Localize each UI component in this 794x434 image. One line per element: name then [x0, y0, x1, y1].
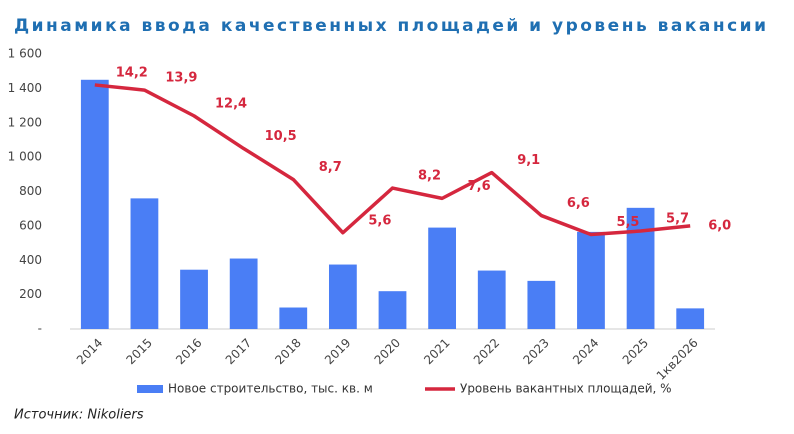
data-label: 13,9 — [165, 71, 197, 86]
bar — [328, 264, 357, 329]
bar — [527, 280, 556, 329]
data-label: 6,6 — [567, 196, 590, 211]
bar — [80, 79, 109, 329]
x-tick-label: 2016 — [173, 336, 204, 367]
y-tick-label: 1 000 — [8, 150, 42, 164]
data-label: 5,5 — [616, 215, 639, 230]
data-label: 9,1 — [517, 153, 540, 168]
data-label: 10,5 — [265, 129, 297, 144]
y-tick-label: 200 — [19, 287, 42, 301]
bar — [130, 198, 159, 329]
legend-label: Уровень вакантных площадей, % — [460, 382, 672, 396]
x-tick-label: 2021 — [421, 336, 452, 367]
line — [94, 83, 691, 237]
y-tick-label: 400 — [19, 253, 42, 267]
x-tick-label: 2014 — [74, 336, 105, 367]
bar — [477, 270, 506, 329]
source: Источник: Nikoliers — [14, 408, 144, 423]
bar — [378, 291, 407, 329]
bar — [577, 231, 605, 329]
x-tick-label: 2019 — [322, 336, 353, 367]
x-tick-label: 2025 — [620, 336, 651, 367]
bar — [676, 308, 705, 329]
y-tick-label: 1 200 — [8, 115, 42, 129]
data-label: 12,4 — [215, 96, 247, 111]
bar — [229, 258, 258, 329]
x-tick-label: 2017 — [223, 336, 254, 367]
data-label: 5,6 — [368, 213, 391, 228]
x-tick-label: 2018 — [272, 336, 303, 367]
x-tick-label: 2020 — [372, 336, 403, 367]
bar — [180, 269, 208, 329]
data-label: 7,6 — [468, 179, 491, 194]
data-label: 6,0 — [708, 218, 731, 233]
y-tick-label: 1 600 — [8, 47, 42, 61]
legend-swatch — [137, 385, 163, 393]
y-tick-label: 1 400 — [8, 81, 42, 95]
bar — [428, 227, 457, 329]
legend-label: Новое строительство, тыс. кв. м — [168, 382, 373, 396]
data-label: 8,7 — [319, 160, 342, 175]
bar — [279, 307, 308, 329]
data-label: 5,7 — [666, 212, 689, 227]
chart-title: Динамика ввода качественных площадей и у… — [14, 16, 766, 36]
y-tick-label: 600 — [19, 218, 42, 232]
bar — [626, 207, 655, 329]
x-tick-label: 2024 — [570, 336, 601, 367]
data-label: 8,2 — [418, 169, 441, 184]
x-tick-label: 2023 — [520, 336, 551, 367]
y-tick-label: 800 — [19, 184, 42, 198]
y-tick-label: - — [38, 322, 42, 336]
x-tick-label: 1кв2026 — [654, 336, 701, 383]
x-tick-label: 2015 — [124, 336, 155, 367]
x-tick-label: 2022 — [471, 336, 502, 367]
data-label: 14,2 — [116, 65, 148, 80]
